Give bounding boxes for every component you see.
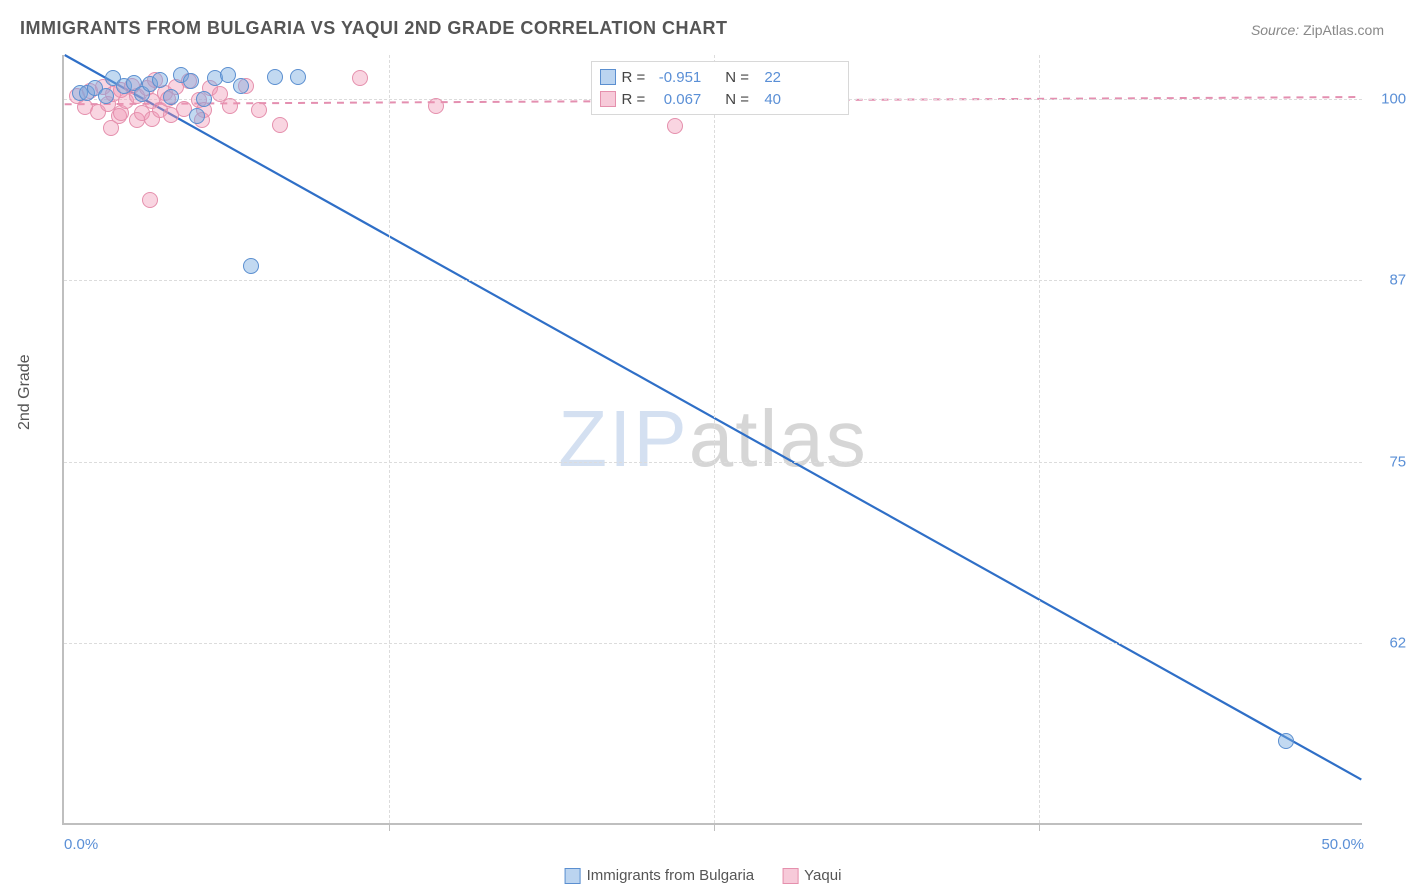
y-tick-label: 100.0% bbox=[1372, 90, 1406, 107]
x-tick-label: 50.0% bbox=[1321, 836, 1364, 853]
data-point bbox=[272, 117, 288, 133]
gridline-vertical bbox=[389, 55, 390, 823]
x-tick-mark bbox=[714, 823, 715, 831]
x-tick-label: 0.0% bbox=[64, 836, 98, 853]
legend-swatch bbox=[782, 868, 798, 884]
chart-title: IMMIGRANTS FROM BULGARIA VS YAQUI 2ND GR… bbox=[20, 18, 728, 39]
data-point bbox=[428, 98, 444, 114]
legend-item: Immigrants from Bulgaria bbox=[565, 867, 755, 884]
gridline-horizontal bbox=[64, 462, 1362, 463]
source-attribution: Source: ZipAtlas.com bbox=[1251, 22, 1384, 38]
chart-plot-area: ZIPatlas 62.5%75.0%87.5%100.0%0.0%50.0%R… bbox=[62, 55, 1362, 825]
gridline-vertical bbox=[714, 55, 715, 823]
r-value: -0.951 bbox=[651, 69, 701, 86]
gridline-horizontal bbox=[64, 280, 1362, 281]
legend-item: Yaqui bbox=[782, 867, 841, 884]
n-label: N = bbox=[725, 91, 749, 108]
n-value: 40 bbox=[755, 91, 781, 108]
stats-legend-row: R = -0.951 N = 22 bbox=[600, 66, 840, 88]
legend-swatch bbox=[565, 868, 581, 884]
data-point bbox=[152, 72, 168, 88]
series-legend: Immigrants from Bulgaria Yaqui bbox=[565, 867, 842, 884]
data-point bbox=[222, 98, 238, 114]
n-label: N = bbox=[725, 69, 749, 86]
gridline-vertical bbox=[1039, 55, 1040, 823]
data-point bbox=[98, 88, 114, 104]
trend-line bbox=[65, 55, 1362, 780]
data-point bbox=[667, 118, 683, 134]
data-point bbox=[233, 78, 249, 94]
y-axis-title: 2nd Grade bbox=[16, 354, 34, 430]
y-tick-label: 62.5% bbox=[1372, 635, 1406, 652]
x-tick-mark bbox=[1039, 823, 1040, 831]
legend-label: Immigrants from Bulgaria bbox=[587, 867, 755, 884]
data-point bbox=[243, 258, 259, 274]
r-label: R = bbox=[622, 91, 646, 108]
source-label: Source: bbox=[1251, 22, 1299, 38]
data-point bbox=[103, 120, 119, 136]
source-site: ZipAtlas.com bbox=[1303, 22, 1384, 38]
r-value: 0.067 bbox=[651, 91, 701, 108]
data-point bbox=[290, 69, 306, 85]
data-point bbox=[183, 73, 199, 89]
data-point bbox=[352, 70, 368, 86]
data-point bbox=[251, 102, 267, 118]
x-tick-mark bbox=[389, 823, 390, 831]
data-point bbox=[163, 89, 179, 105]
y-tick-label: 87.5% bbox=[1372, 272, 1406, 289]
trend-lines-layer bbox=[64, 55, 1362, 823]
r-label: R = bbox=[622, 69, 646, 86]
gridline-horizontal bbox=[64, 643, 1362, 644]
data-point bbox=[142, 192, 158, 208]
data-point bbox=[189, 108, 205, 124]
legend-swatch bbox=[600, 91, 616, 107]
data-point bbox=[196, 91, 212, 107]
data-point bbox=[267, 69, 283, 85]
stats-legend-row: R = 0.067 N = 40 bbox=[600, 88, 840, 110]
legend-swatch bbox=[600, 69, 616, 85]
data-point bbox=[1278, 733, 1294, 749]
legend-label: Yaqui bbox=[804, 867, 841, 884]
y-tick-label: 75.0% bbox=[1372, 453, 1406, 470]
n-value: 22 bbox=[755, 69, 781, 86]
stats-legend: R = -0.951 N = 22 R = 0.067 N = 40 bbox=[591, 61, 849, 115]
